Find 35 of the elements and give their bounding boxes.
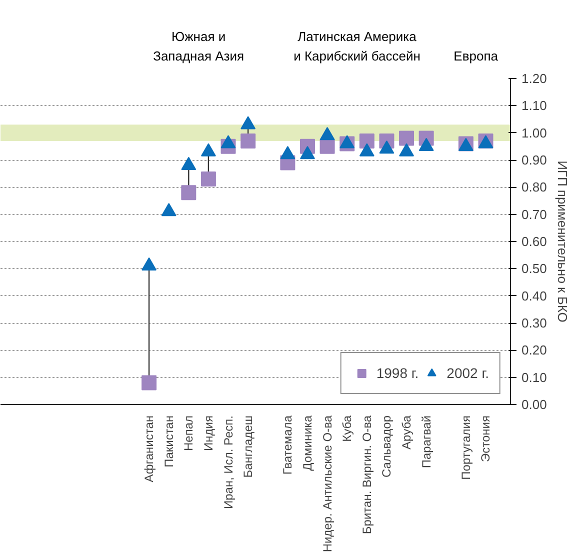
y-tick-label: 0.70 xyxy=(522,206,547,222)
x-tick-label: Нидер. Антильские О-ва xyxy=(320,415,334,552)
text: Латинская Америка и Карибский бассейн xyxy=(294,29,420,64)
x-tick-label: Бангладеш xyxy=(241,415,256,478)
y-tick-label: 0.30 xyxy=(522,316,547,330)
x-tick-label: Пакистан xyxy=(162,415,176,468)
x-tick-label: Индия xyxy=(201,415,216,451)
y-tick-label: 0.10 xyxy=(522,370,547,385)
y-tick-label: 0.80 xyxy=(522,180,547,195)
x-tick-label: Иран, Исл. Респ. xyxy=(221,416,236,510)
legend-label: 2002 г. xyxy=(446,365,489,381)
x-tick-label: Британ. Виргин. О-ва xyxy=(360,415,374,534)
x-tick-label: Афганистан xyxy=(142,415,156,482)
y-tick-label: 0.50 xyxy=(522,261,547,276)
y-tick-label: 1.10 xyxy=(522,98,547,114)
x-tick-label: Португалия xyxy=(458,415,473,480)
x-tick-label: Эстония xyxy=(478,415,493,462)
text: Европа xyxy=(454,48,499,64)
y-tick-label: 0.40 xyxy=(522,288,547,304)
y-tick-label: 0.20 xyxy=(522,342,547,358)
x-tick-label: Сальвадор xyxy=(380,415,394,478)
x-tick-label: Куба xyxy=(340,415,354,442)
y-tick-label: 0.00 xyxy=(522,397,547,412)
x-tick-label: Доминика xyxy=(300,415,314,471)
x-tick-label: Гватемала xyxy=(280,415,295,475)
y-tick-label: 0.60 xyxy=(522,234,547,249)
y-tick-label: 0.90 xyxy=(522,152,547,168)
text: Южная и Западная Азия xyxy=(153,29,244,64)
x-tick-label: Парагвай xyxy=(419,416,434,468)
x-tick-label: Непал xyxy=(182,416,196,452)
y-axis-title: ИГП применительно к БКО xyxy=(554,160,570,322)
x-tick-label: Аруба xyxy=(400,415,414,450)
legend-label: 1998 г. xyxy=(376,365,419,381)
y-tick-label: 1.20 xyxy=(522,71,547,86)
y-tick-label: 1.00 xyxy=(522,125,547,140)
